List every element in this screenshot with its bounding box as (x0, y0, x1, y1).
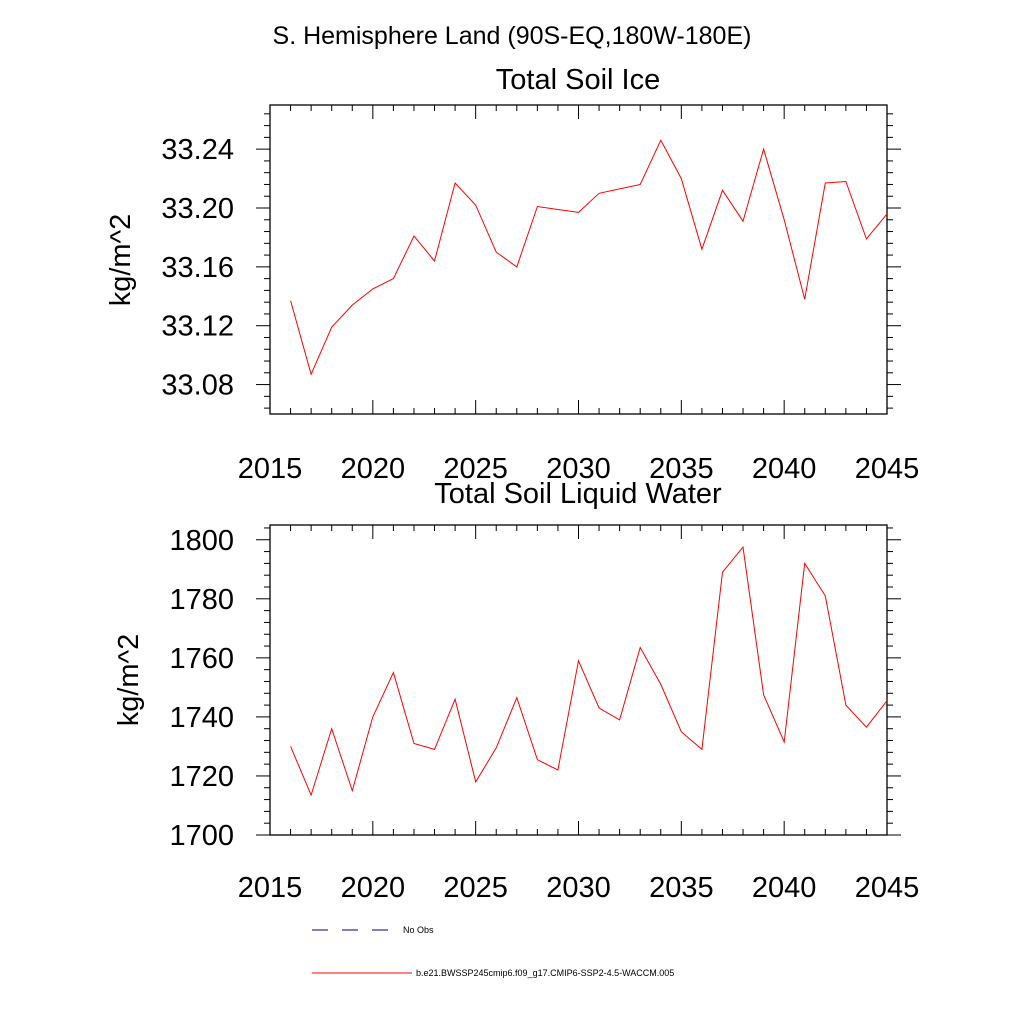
chart-title: Total Soil Liquid Water (434, 478, 722, 510)
x-tick-label: 2040 (752, 453, 817, 485)
legend: No Obs b.e21.BWSSP245cmip6.f09_g17.CMIP6… (312, 925, 674, 978)
y-tick-label: 33.20 (161, 193, 234, 225)
x-tick-label: 2015 (238, 872, 303, 904)
x-tick-label: 2020 (341, 453, 406, 485)
figure-title: S. Hemisphere Land (90S-EQ,180W-180E) (273, 22, 752, 50)
y-tick-label: 1720 (169, 761, 234, 793)
x-tick-label: 2045 (855, 453, 920, 485)
y-tick-label: 1700 (169, 820, 234, 852)
legend-label-no-obs: No Obs (403, 925, 434, 935)
y-axis-label: kg/m^2 (113, 634, 145, 727)
chart-total-soil-liquid-water: Total Soil Liquid Water kg/m^2 2015 2020 2… (113, 478, 919, 904)
x-tick-label: 2030 (546, 872, 611, 904)
x-tick-label: 2015 (238, 453, 303, 485)
y-tick-label: 33.24 (161, 134, 234, 166)
x-tick-label: 2045 (855, 872, 920, 904)
x-tick-label: 2025 (443, 453, 508, 485)
chart-total-soil-ice: Total Soil Ice kg/m^2 2015 2020 2025 2030 20… (105, 64, 919, 485)
x-tick-label: 2025 (443, 872, 508, 904)
y-tick-label: 1740 (169, 702, 234, 734)
series-marks (290, 139, 888, 376)
y-tick-label: 1800 (169, 525, 234, 557)
y-tick-label: 33.16 (161, 252, 234, 284)
x-tick-label: 2020 (341, 872, 406, 904)
y-tick-label: 1760 (169, 643, 234, 675)
x-tick-label: 2030 (546, 453, 611, 485)
series-marks (290, 545, 888, 797)
y-tick-label: 33.08 (161, 370, 234, 402)
x-tick-label: 2040 (752, 872, 817, 904)
y-tick-label: 33.12 (161, 311, 234, 343)
axis-ticks: 2015 2020 2025 2030 2035 2040 2045 33.08 33.12 33… (161, 105, 919, 485)
axis-ticks: 2015 2020 2025 2030 2035 2040 2045 1700 1720 1740… (169, 525, 919, 904)
x-tick-label: 2035 (649, 872, 714, 904)
y-axis-label: kg/m^2 (105, 214, 137, 307)
plot-frame (269, 524, 888, 836)
series-line (290, 139, 888, 376)
y-tick-label: 1780 (169, 584, 234, 616)
legend-label-model: b.e21.BWSSP245cmip6.f09_g17.CMIP6-SSP2-4… (416, 968, 674, 978)
x-tick-label: 2035 (649, 453, 714, 485)
series-line (290, 545, 888, 797)
chart-title: Total Soil Ice (496, 64, 660, 96)
